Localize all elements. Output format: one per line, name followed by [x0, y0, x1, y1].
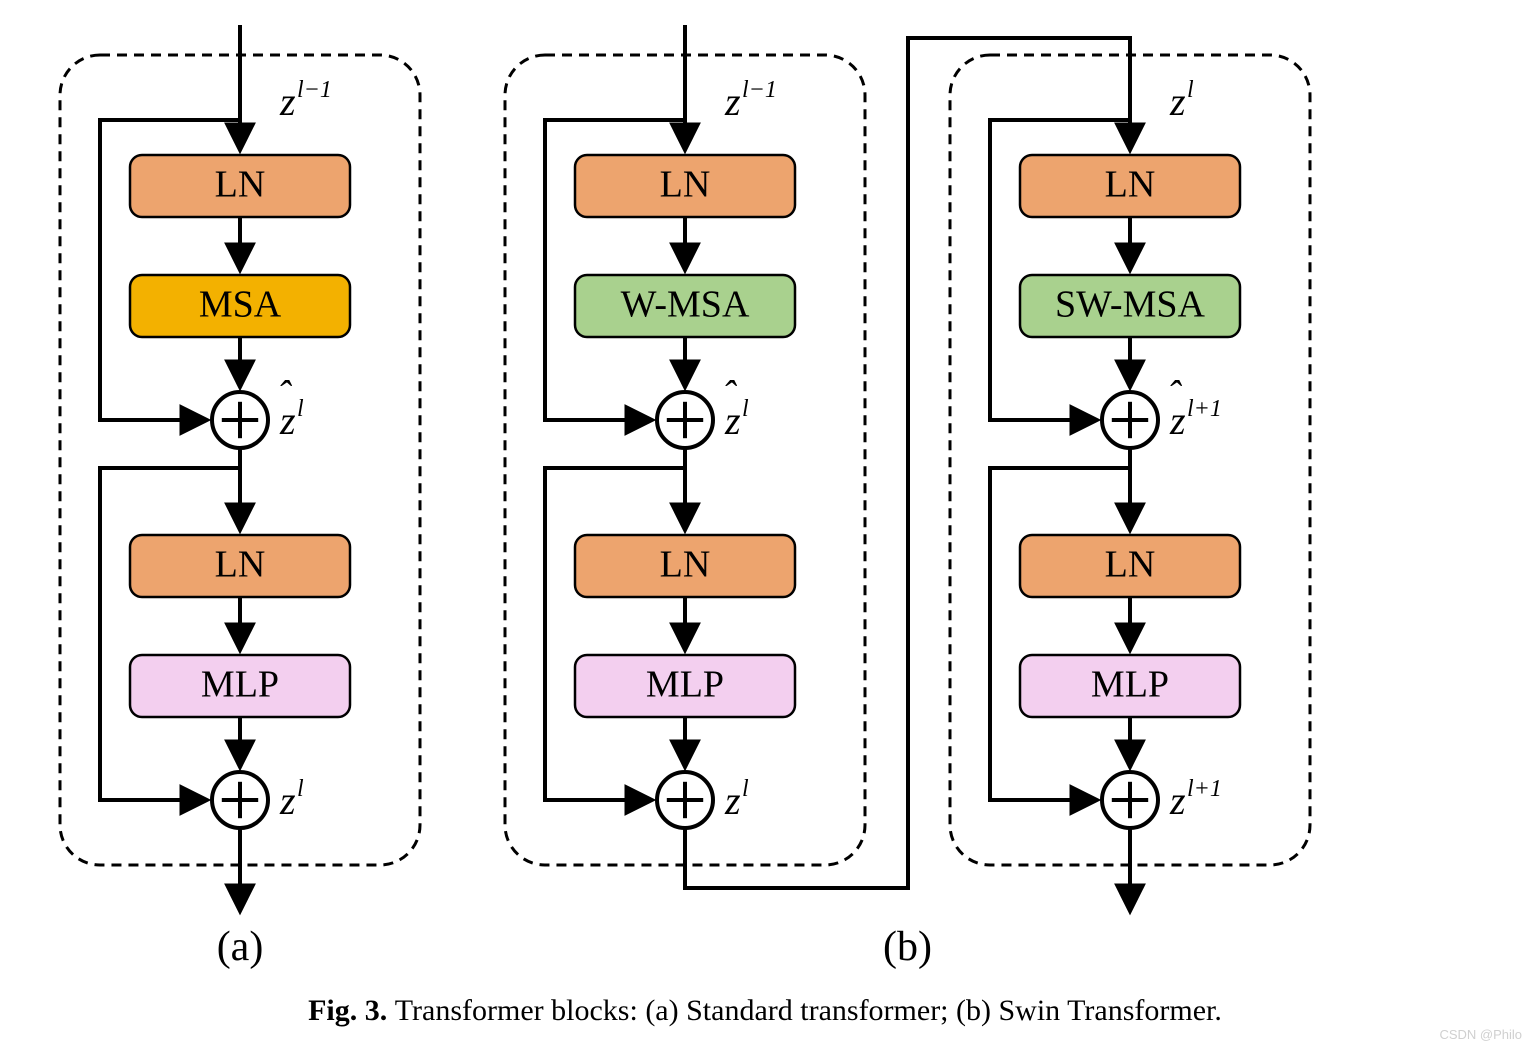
svg-text:z: z: [1169, 398, 1186, 443]
block-label: LN: [660, 544, 711, 586]
svg-text:z: z: [1169, 79, 1186, 124]
svg-text:z: z: [724, 398, 741, 443]
variable-label: zl−1: [279, 77, 332, 124]
variable-label: zl: [1169, 77, 1194, 124]
block-label: LN: [1105, 544, 1156, 586]
svg-text:l−1: l−1: [297, 77, 332, 103]
svg-text:z: z: [1169, 778, 1186, 823]
svg-text:z: z: [724, 79, 741, 124]
svg-text:z: z: [279, 398, 296, 443]
variable-label: ˆzl: [277, 372, 304, 443]
svg-text:l: l: [297, 776, 304, 802]
svg-text:l: l: [742, 776, 749, 802]
block-label: MLP: [646, 664, 724, 706]
transformer-blocks-diagram: zl−1LNMSAˆzlLNMLPzlzl−1LNW-MSAˆzlLNMLPzl…: [0, 0, 1530, 1048]
block-label: LN: [660, 164, 711, 206]
block-label: LN: [215, 164, 266, 206]
block-label: SW-MSA: [1055, 284, 1205, 326]
block-label: W-MSA: [621, 284, 750, 326]
variable-label: ˆzl: [722, 372, 749, 443]
block-label: MSA: [199, 284, 282, 326]
variable-label: zl: [724, 776, 749, 823]
block-label: MLP: [1091, 664, 1169, 706]
svg-text:l+1: l+1: [1187, 776, 1222, 802]
sublabel-b: (b): [883, 924, 932, 970]
sublabel-a: (a): [217, 924, 264, 970]
svg-text:l: l: [297, 396, 304, 422]
svg-text:z: z: [279, 79, 296, 124]
variable-label: zl+1: [1169, 776, 1222, 823]
block-label: LN: [215, 544, 266, 586]
block-label: LN: [1105, 164, 1156, 206]
svg-text:l−1: l−1: [742, 77, 777, 103]
svg-text:z: z: [724, 778, 741, 823]
svg-text:l+1: l+1: [1187, 396, 1222, 422]
variable-label: zl−1: [724, 77, 777, 124]
svg-text:l: l: [742, 396, 749, 422]
watermark-text: CSDN @Philo: [1439, 1027, 1522, 1042]
block-label: MLP: [201, 664, 279, 706]
svg-text:z: z: [279, 778, 296, 823]
figure-caption: Fig. 3. Transformer blocks: (a) Standard…: [308, 994, 1222, 1027]
variable-label: ˆzl+1: [1167, 372, 1222, 443]
variable-label: zl: [279, 776, 304, 823]
svg-text:l: l: [1187, 77, 1194, 103]
